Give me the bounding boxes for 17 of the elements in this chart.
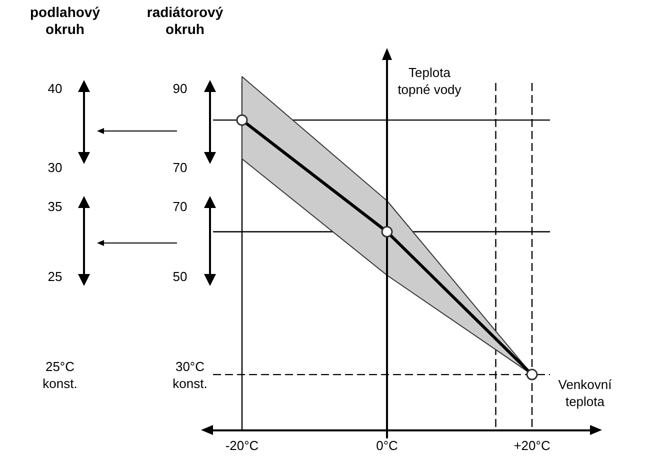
text: 70	[172, 159, 188, 176]
text: Teplota topné vody	[396, 64, 462, 98]
text: podlahový okruh	[28, 4, 101, 38]
x-tick-label: +20°C	[514, 438, 550, 453]
text: radiátorový okruh	[146, 4, 224, 38]
text: 90	[172, 80, 188, 97]
x-tick-label: -20°C	[225, 438, 259, 453]
text: 25	[46, 268, 64, 285]
annotation: Venkovní teplota	[557, 376, 613, 410]
text: 70	[172, 198, 188, 215]
text: 50	[172, 268, 188, 285]
text: 30	[46, 159, 64, 176]
text: 25°C konst.	[42, 358, 78, 392]
text: 40	[46, 80, 64, 97]
x-tick-label: 0°C	[376, 438, 398, 453]
text: 35	[46, 198, 64, 215]
text: 30°C konst.	[172, 358, 208, 392]
